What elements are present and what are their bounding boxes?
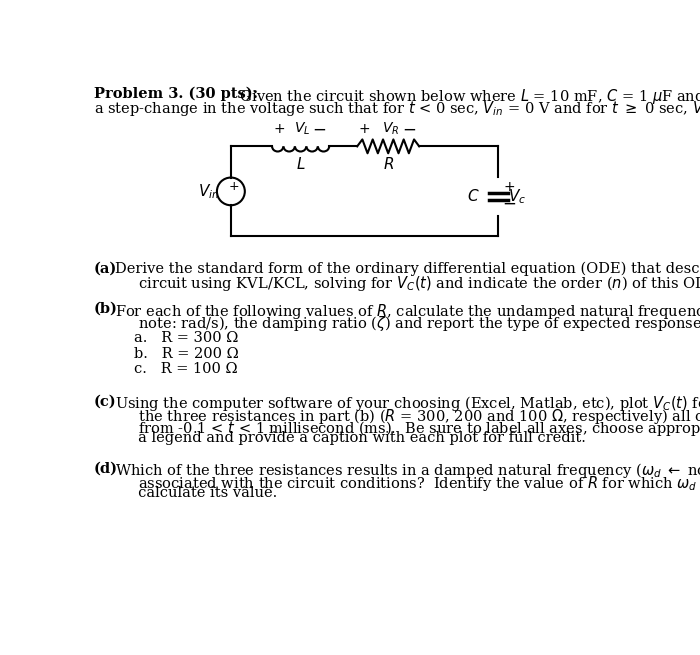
- Text: $L$: $L$: [296, 156, 305, 172]
- Text: (d): (d): [94, 461, 118, 476]
- Text: a step-change in the voltage such that for $t$ < 0 sec, $V_{in}$ = 0 V and for $: a step-change in the voltage such that f…: [94, 99, 700, 118]
- Text: the three resistances in part (b) ($R$ = 300, 200 and 100 $\Omega$, respectively: the three resistances in part (b) ($R$ =…: [115, 407, 700, 426]
- Text: circuit using KVL/KCL, solving for $V_C(t)$ and indicate the order ($n$) of this: circuit using KVL/KCL, solving for $V_C(…: [115, 274, 700, 293]
- Text: +: +: [358, 122, 370, 136]
- Text: +: +: [274, 122, 285, 136]
- Text: +: +: [229, 180, 239, 193]
- Text: from -0.1 < $t$ < 1 millisecond (ms).  Be sure to label all axes, choose appropr: from -0.1 < $t$ < 1 millisecond (ms). Be…: [115, 419, 700, 438]
- Text: $V_R$: $V_R$: [382, 121, 400, 137]
- Text: (c): (c): [94, 394, 116, 408]
- Text: c.   R = 100 Ω: c. R = 100 Ω: [134, 362, 237, 376]
- Text: −: −: [312, 121, 326, 138]
- Text: $V_{in}$: $V_{in}$: [198, 182, 220, 200]
- Text: −: −: [402, 121, 416, 138]
- Text: Derive the standard form of the ordinary differential equation (ODE) that descri: Derive the standard form of the ordinary…: [115, 262, 700, 276]
- Text: (b): (b): [94, 302, 118, 316]
- Text: $C$: $C$: [467, 189, 480, 204]
- Text: +: +: [503, 180, 515, 195]
- Text: a legend and provide a caption with each plot for full credit.: a legend and provide a caption with each…: [115, 431, 585, 445]
- Text: Given the circuit shown below where $L$ = 10 mF, $C$ = 1 $\mu$F and $V_{in}(t)$ : Given the circuit shown below where $L$ …: [234, 87, 700, 106]
- Text: Using the computer software of your choosing (Excel, Matlab, etc), plot $V_C(t)$: Using the computer software of your choo…: [115, 394, 700, 413]
- Text: note: rad/s), the damping ratio ($\zeta$) and report the type of expected respon: note: rad/s), the damping ratio ($\zeta$…: [115, 314, 700, 333]
- Text: calculate its value.: calculate its value.: [115, 486, 277, 500]
- Text: b.   R = 200 Ω: b. R = 200 Ω: [134, 346, 239, 360]
- Text: For each of the following values of $R$, calculate the undamped natural frequenc: For each of the following values of $R$,…: [115, 302, 700, 321]
- Text: $R$: $R$: [383, 156, 394, 172]
- Text: associated with the circuit conditions?  Identify the value of $R$ for which $\o: associated with the circuit conditions? …: [115, 474, 700, 493]
- Text: Problem 3. (30 pts):: Problem 3. (30 pts):: [94, 87, 258, 102]
- Text: $V_c$: $V_c$: [508, 187, 526, 206]
- Text: a.   R = 300 Ω: a. R = 300 Ω: [134, 331, 239, 345]
- Text: −: −: [502, 195, 516, 213]
- Text: $V_L$: $V_L$: [295, 121, 311, 137]
- Text: Which of the three resistances results in a damped natural frequency ($\omega_d$: Which of the three resistances results i…: [115, 461, 700, 480]
- Text: (a): (a): [94, 262, 117, 276]
